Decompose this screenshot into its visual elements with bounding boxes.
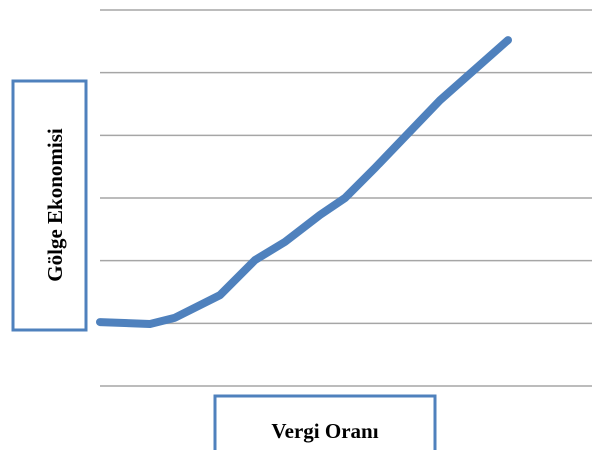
x-axis-label: Vergi Oranı bbox=[271, 419, 378, 443]
y-label-box bbox=[11, 79, 88, 332]
y-axis-label: Gölge Ekonomisi bbox=[43, 128, 67, 282]
data-line bbox=[96, 36, 512, 328]
plot bbox=[96, 36, 512, 328]
grid bbox=[100, 9, 592, 387]
x-label-box bbox=[213, 394, 437, 450]
